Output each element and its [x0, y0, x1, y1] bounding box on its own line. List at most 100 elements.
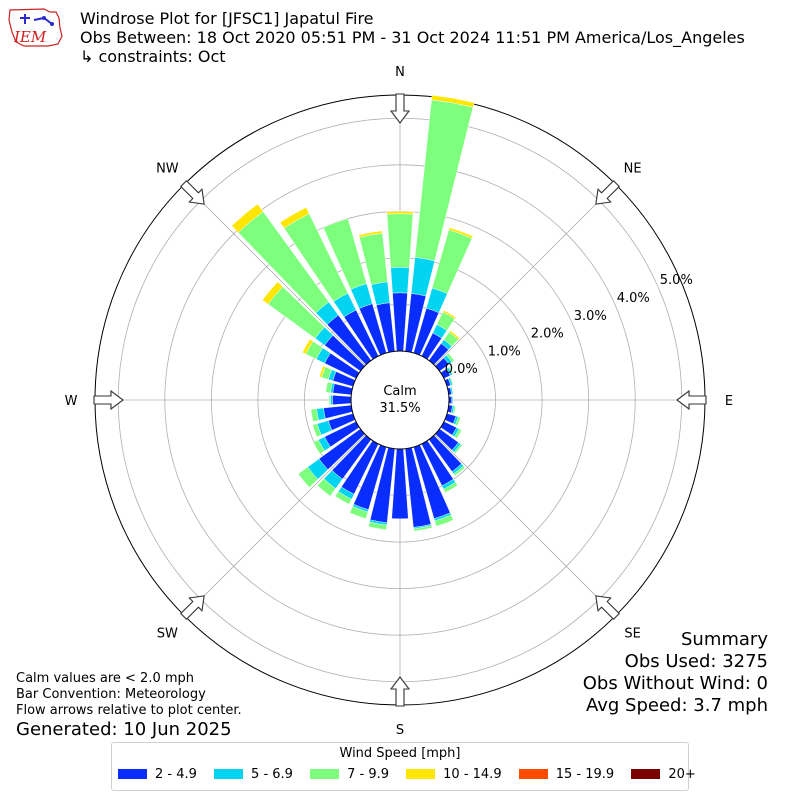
legend-item: 20+ — [631, 767, 696, 782]
radial-tick-label: 3.0% — [574, 309, 607, 324]
legend-swatch — [214, 769, 244, 779]
direction-label: W — [65, 394, 78, 409]
radial-tick-label: 1.0% — [488, 344, 521, 359]
wind-bar-segment — [358, 230, 383, 238]
calm-note: Calm values are < 2.0 mph — [16, 671, 195, 686]
grid-spoke — [184, 434, 366, 616]
wind-bar-segment — [451, 396, 453, 404]
wind-bar-segment — [450, 386, 454, 395]
flow-arrow-icon — [595, 180, 620, 205]
legend-item: 10 - 14.9 — [406, 767, 502, 782]
grid-spoke — [184, 184, 366, 366]
wind-bar-segment — [448, 227, 474, 239]
title-line-3: ↳ constraints: Oct — [80, 47, 226, 66]
calm-label: Calm — [383, 384, 416, 399]
wind-bar-segment — [330, 394, 333, 406]
wind-bar-segment — [323, 218, 367, 290]
wind-bar-segment — [325, 381, 333, 393]
wind-bar-segment — [297, 466, 319, 488]
direction-arrows — [93, 93, 707, 707]
obs-used: Obs Used: 3275 — [624, 651, 768, 672]
legend-title: Wind Speed [mph] — [339, 746, 461, 761]
radial-tick-label: 5.0% — [660, 273, 693, 288]
flow-arrow-icon — [389, 676, 411, 707]
wind-bar-segment — [442, 310, 457, 320]
legend-item: 2 - 4.9 — [118, 767, 197, 782]
direction-label: SW — [157, 627, 178, 642]
legend: Wind Speed [mph] 2 - 4.9 5 - 6.9 7 - 9.9… — [111, 742, 696, 791]
wind-bar-segment — [390, 267, 410, 294]
flow-arrow-icon — [676, 389, 707, 411]
flow-arrow-icon — [180, 180, 205, 205]
grid-ring — [164, 164, 636, 636]
title-line-1: Windrose Plot for [JFSC1] Japatul Fire — [80, 9, 374, 28]
wind-bar-segment — [319, 365, 326, 378]
chart-title: Windrose Plot for [JFSC1] Japatul Fire O… — [80, 9, 745, 66]
direction-label: NE — [624, 161, 642, 176]
flow-arrow-icon — [93, 389, 124, 411]
radial-tick-label: 0.0% — [445, 362, 478, 377]
flow-arrow-icon — [595, 595, 620, 620]
wind-bar-segment — [443, 482, 458, 493]
wind-bar-segment — [452, 405, 456, 414]
wind-bar-segment — [317, 478, 336, 497]
legend-label: 10 - 14.9 — [443, 767, 502, 782]
legend-swatch — [118, 769, 147, 779]
title-line-2: Obs Between: 18 Oct 2020 05:51 PM - 31 O… — [80, 28, 745, 47]
wind-bar-segment — [332, 395, 352, 405]
flow-note: Flow arrows relative to plot center. — [16, 703, 242, 718]
legend-swatch — [310, 769, 340, 779]
wind-bar-segment — [262, 281, 284, 305]
wind-bar-segment — [386, 213, 414, 268]
wind-bar-segment — [449, 330, 460, 340]
wind-bar-segment — [453, 443, 463, 454]
wind-bar-segment — [371, 281, 390, 306]
wind-bar-segment — [446, 353, 455, 363]
wind-bar-segment — [328, 394, 331, 406]
axis-labels: N NE E SE S SW W NW 0.0% 1.0% 2.0% 3.0% 4.0% 5.0% — [65, 65, 734, 738]
direction-label: N — [395, 65, 405, 80]
wind-bar-segment — [312, 423, 322, 438]
direction-label: SE — [624, 627, 640, 642]
legend-label: 7 - 9.9 — [347, 767, 389, 782]
avg-speed: Avg Speed: 3.7 mph — [586, 695, 768, 716]
convention-note: Bar Convention: Meteorology — [16, 687, 206, 702]
logo-text: IEM — [13, 28, 47, 46]
legend-label: 15 - 19.9 — [555, 767, 615, 782]
windrose-bars — [231, 95, 475, 532]
legend-swatch — [631, 769, 661, 779]
summary-panel: Summary Obs Used: 3275 Obs Without Wind:… — [583, 629, 768, 717]
wind-bar-segment — [454, 428, 462, 439]
direction-label: S — [396, 723, 404, 738]
radial-tick-label: 4.0% — [617, 291, 650, 306]
obs-without-wind: Obs Without Wind: 0 — [582, 673, 768, 694]
wind-bar-segment — [410, 257, 435, 297]
wind-bar-segment — [310, 408, 319, 422]
legend-label: 2 - 4.9 — [155, 767, 197, 782]
direction-label: E — [725, 394, 733, 409]
wind-bar-segment — [455, 416, 461, 426]
notes-panel: Calm values are < 2.0 mph Bar Convention… — [16, 671, 242, 741]
calm-circle — [350, 350, 450, 450]
wind-bar-segment — [391, 448, 409, 520]
legend-item: 15 - 19.9 — [518, 767, 615, 782]
wind-bar-segment — [392, 292, 408, 352]
wind-bar-segment — [453, 465, 466, 477]
wind-bar-segment — [386, 211, 414, 215]
flow-arrow-icon — [180, 595, 205, 620]
generated-date: Generated: 10 Jun 2025 — [16, 719, 232, 740]
legend-item: 5 - 6.9 — [214, 767, 293, 782]
grid-spoke — [434, 184, 616, 366]
legend-item: 7 - 9.9 — [310, 767, 389, 782]
wind-bar-segment — [448, 366, 454, 375]
wind-bar-segment — [413, 525, 433, 532]
iem-logo: IEM — [4, 6, 66, 50]
legend-swatch — [518, 769, 548, 779]
wind-bar-segment — [313, 439, 325, 455]
legend-swatch — [406, 769, 436, 779]
wind-bar-segment — [449, 377, 454, 386]
wind-bar-segment — [302, 339, 314, 355]
wind-bar-segment — [434, 514, 454, 527]
radial-tick-label: 2.0% — [531, 327, 564, 342]
